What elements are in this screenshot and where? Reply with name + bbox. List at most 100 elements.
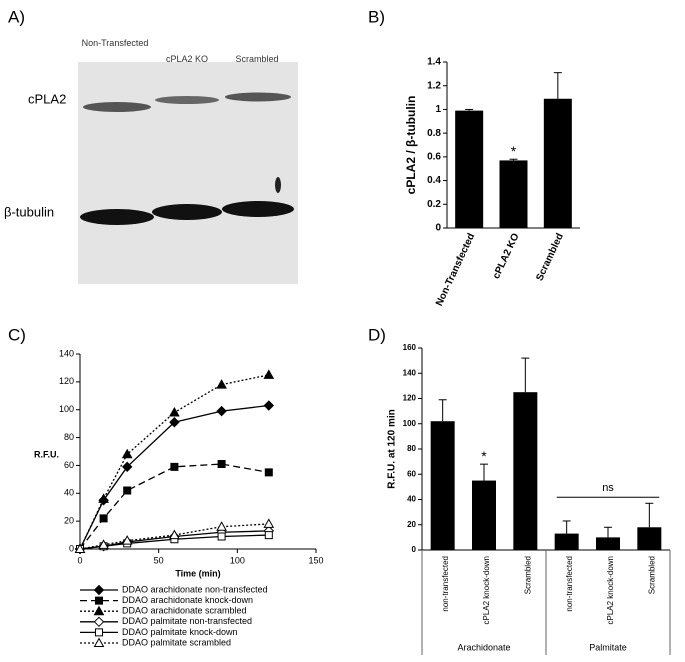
panel-label: D) bbox=[368, 325, 386, 344]
x-tick-label: non-transfected bbox=[441, 556, 450, 612]
y-tick-label: 60 bbox=[64, 460, 74, 470]
y-tick-label: 0 bbox=[435, 223, 441, 234]
y-axis-label: cPLA2 / β-tubulin bbox=[404, 96, 418, 195]
y-tick-label: 20 bbox=[64, 516, 74, 526]
band bbox=[225, 92, 291, 102]
y-tick-label: 0 bbox=[412, 545, 417, 554]
bar bbox=[554, 533, 579, 550]
marker bbox=[98, 493, 109, 503]
legend-marker bbox=[95, 628, 103, 637]
marker bbox=[263, 369, 275, 379]
y-tick-label: 80 bbox=[64, 432, 74, 442]
line bbox=[79, 374, 269, 550]
y-tick-label: 1 bbox=[435, 104, 441, 115]
marker bbox=[121, 535, 133, 545]
y-tick-label: 0 bbox=[69, 543, 74, 553]
x-tick-label: cPLA2 KO bbox=[491, 232, 522, 281]
legend-label: DDAO arachidonate scrambled bbox=[122, 606, 247, 616]
marker bbox=[216, 521, 227, 531]
y-tick-label: 0.2 bbox=[427, 199, 441, 210]
y-tick-label: 140 bbox=[59, 348, 74, 358]
marker bbox=[74, 543, 86, 553]
x-tick-label: cPLA2 knock-down bbox=[482, 556, 491, 624]
annotation: * bbox=[511, 143, 517, 159]
legend-marker bbox=[95, 596, 103, 605]
legend-label: DDAO palmitate scrambled bbox=[122, 637, 231, 647]
y-tick-label: 40 bbox=[64, 488, 74, 498]
y-tick-label: 40 bbox=[407, 495, 416, 504]
annotation: * bbox=[481, 448, 487, 464]
group-label: Palmitate bbox=[589, 642, 627, 652]
panel-label: B) bbox=[368, 7, 385, 26]
group-label: Arachidonate bbox=[457, 642, 510, 652]
bar bbox=[637, 527, 662, 550]
x-tick-label: 50 bbox=[154, 555, 164, 565]
marker bbox=[217, 532, 226, 541]
x-tick-label: Scrambled bbox=[523, 556, 532, 594]
lane-label: cPLA2 KO bbox=[165, 54, 209, 64]
bar bbox=[472, 480, 496, 550]
marker bbox=[169, 529, 180, 540]
y-tick-label: 80 bbox=[407, 444, 416, 453]
x-axis-label: Time (min) bbox=[175, 568, 220, 578]
bar bbox=[499, 160, 528, 228]
band-label: β-tubulin bbox=[4, 204, 54, 219]
marker bbox=[121, 448, 133, 459]
legend-label: DDAO arachidonate knock-down bbox=[122, 595, 253, 605]
y-tick-label: 120 bbox=[59, 376, 74, 386]
lane-label: Scrambled bbox=[235, 54, 279, 64]
panel-label: C) bbox=[8, 325, 26, 344]
legend-marker bbox=[93, 616, 105, 628]
y-tick-label: 100 bbox=[403, 419, 417, 428]
y-tick-label: 160 bbox=[403, 343, 417, 352]
y-tick-label: 120 bbox=[403, 394, 417, 403]
marker bbox=[263, 518, 275, 528]
x-tick-label: Scrambled bbox=[647, 556, 656, 594]
line bbox=[79, 463, 269, 550]
marker bbox=[216, 379, 227, 389]
marker bbox=[263, 400, 275, 411]
y-tick-label: 1.4 bbox=[427, 57, 441, 68]
x-tick-label: 0 bbox=[77, 555, 82, 565]
legend-label: DDAO arachidonate non-transfected bbox=[122, 584, 268, 594]
y-tick-label: 0.8 bbox=[427, 128, 441, 139]
marker bbox=[169, 417, 180, 428]
artifact bbox=[275, 177, 281, 193]
x-tick-label: non-transfected bbox=[565, 556, 574, 612]
band bbox=[152, 204, 222, 220]
y-tick-label: 1.2 bbox=[427, 80, 441, 91]
x-tick-label: cPLA2 knock-down bbox=[606, 556, 615, 624]
band bbox=[83, 102, 151, 112]
legend-label: DDAO palmitate non-transfected bbox=[122, 616, 252, 626]
legend-marker bbox=[93, 584, 105, 596]
y-tick-label: 0.6 bbox=[427, 151, 441, 162]
band bbox=[155, 96, 219, 104]
marker bbox=[123, 486, 132, 495]
y-axis-label: R.F.U. bbox=[34, 449, 59, 459]
band bbox=[80, 209, 154, 225]
lane-label: Non-Transfected bbox=[81, 38, 149, 48]
bar bbox=[455, 110, 484, 228]
x-tick-label: Non-Transfected bbox=[434, 232, 477, 308]
x-tick-label: 150 bbox=[308, 555, 323, 565]
marker bbox=[264, 468, 273, 477]
bar bbox=[430, 421, 455, 550]
y-tick-label: 60 bbox=[407, 469, 416, 478]
marker bbox=[216, 405, 227, 417]
bar bbox=[513, 392, 538, 550]
marker bbox=[98, 539, 109, 549]
y-tick-label: 0.4 bbox=[427, 175, 441, 186]
legend-label: DDAO palmitate knock-down bbox=[122, 627, 238, 637]
annotation: ns bbox=[602, 482, 614, 494]
marker bbox=[169, 406, 180, 417]
marker bbox=[264, 531, 273, 540]
bar bbox=[596, 537, 620, 550]
legend-marker bbox=[93, 605, 105, 616]
x-tick-label: Scrambled bbox=[534, 232, 566, 283]
y-tick-label: 100 bbox=[59, 404, 74, 414]
marker bbox=[170, 462, 179, 471]
legend-marker bbox=[93, 637, 105, 647]
bar bbox=[543, 98, 572, 228]
